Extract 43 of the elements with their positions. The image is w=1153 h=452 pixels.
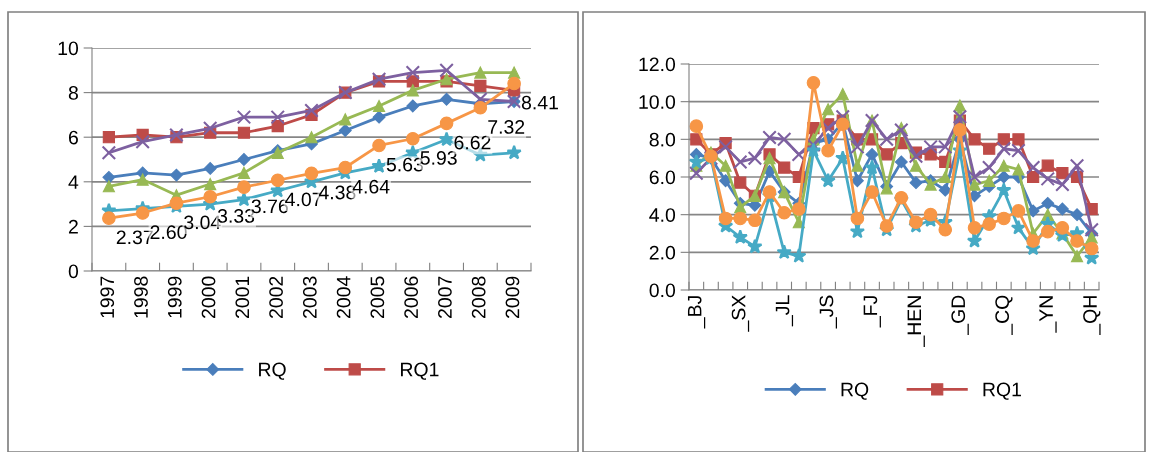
x-tick-label: 1997 <box>100 276 115 318</box>
x-tick-label: _CQ <box>995 295 1013 335</box>
x-tick-label: _JL <box>775 295 794 327</box>
y-tick-label: 8 <box>68 86 78 100</box>
y-tick-label: 4 <box>68 175 79 189</box>
y-tick-label: 4.0 <box>649 208 676 222</box>
x-tick-label: 2004 <box>336 276 351 318</box>
x-tick-label: _JS <box>819 295 837 329</box>
x-tick-label: 2008 <box>471 276 486 318</box>
data-label: 6.62 <box>454 135 491 150</box>
data-label: 7.32 <box>488 120 525 134</box>
x-tick-label: 2003 <box>302 276 317 318</box>
x-tick-label: _FJ <box>863 296 881 328</box>
y-tick-label: 0 <box>68 264 79 279</box>
y-tick-label: 10.0 <box>639 95 676 109</box>
y-tick-label: 6 <box>68 130 78 145</box>
legend-label: RQ1 <box>983 382 1021 400</box>
x-tick-label: 2009 <box>505 276 520 318</box>
legend-label: RQ1 <box>401 362 439 380</box>
x-tick-label: _BJ <box>687 296 706 329</box>
x-tick-label: _YN <box>1039 296 1057 333</box>
y-tick-label: 2 <box>68 219 78 234</box>
legend-label: RQ <box>841 382 869 400</box>
x-tick-label: 2006 <box>404 276 419 318</box>
x-tick-label: _QH <box>1083 296 1101 335</box>
x-tick-label: 2005 <box>370 276 385 318</box>
legend-label: RQ <box>259 362 286 380</box>
y-tick-label: 6.0 <box>649 170 676 185</box>
y-tick-label: 10 <box>58 41 79 56</box>
y-tick-label: 2.0 <box>649 245 676 260</box>
x-tick-label: 2000 <box>201 276 216 318</box>
y-tick-label: 12.0 <box>639 57 676 72</box>
x-tick-label: 1998 <box>134 276 148 318</box>
y-tick-label: 0.0 <box>649 283 676 298</box>
data-label: 8.41 <box>521 95 558 110</box>
x-tick-label: 2007 <box>438 276 452 318</box>
x-tick-label: 2002 <box>269 276 283 318</box>
x-tick-label: 1999 <box>167 276 182 318</box>
x-tick-label: _GD <box>951 295 969 335</box>
x-tick-label: _HEN <box>907 296 925 347</box>
x-tick-label: _SX <box>731 295 750 332</box>
y-tick-label: 8.0 <box>649 132 676 147</box>
x-tick-label: 2001 <box>235 276 250 318</box>
